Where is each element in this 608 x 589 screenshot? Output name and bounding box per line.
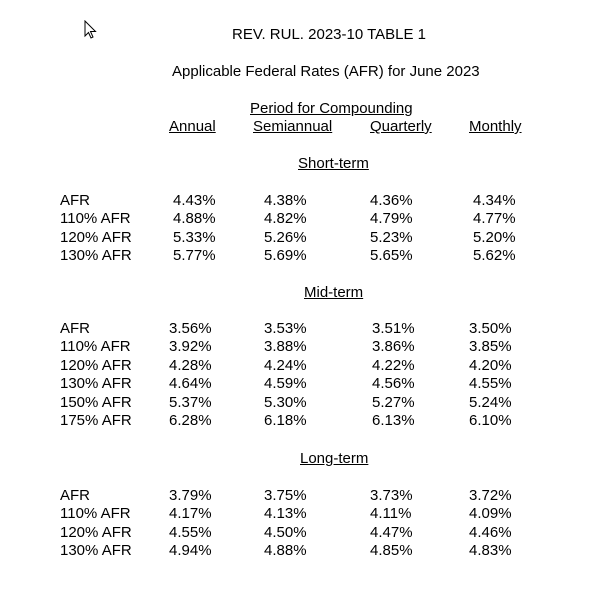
rate-cell: 3.85% bbox=[469, 338, 512, 356]
rate-cell: 4.88% bbox=[264, 542, 307, 560]
row-label: 120% AFR bbox=[60, 228, 132, 246]
row-label: 130% AFR bbox=[60, 247, 132, 265]
rate-cell: 4.79% bbox=[370, 210, 413, 228]
section-header-short-term: Short-term bbox=[298, 155, 369, 172]
rate-cell: 4.83% bbox=[469, 542, 512, 560]
rate-cell: 6.28% bbox=[169, 412, 212, 429]
row-label: 150% AFR bbox=[60, 393, 132, 411]
rate-cell: 5.69% bbox=[264, 247, 307, 265]
rate-cell: 4.82% bbox=[264, 210, 307, 228]
column-header-semiannual: Semiannual bbox=[253, 118, 333, 135]
rate-cell: 3.72% bbox=[469, 487, 512, 504]
rate-cell: 4.55% bbox=[169, 523, 212, 541]
table-title: REV. RUL. 2023-10 TABLE 1 bbox=[232, 26, 427, 43]
rate-cell: 4.36% bbox=[370, 192, 413, 209]
row-label: 130% AFR bbox=[60, 375, 132, 393]
rate-cell: 4.64% bbox=[169, 375, 212, 393]
rate-cell: 4.34% bbox=[473, 192, 516, 209]
rate-cell: 4.46% bbox=[469, 523, 512, 541]
rate-cell: 4.20% bbox=[469, 356, 512, 374]
row-label: 110% AFR bbox=[60, 210, 131, 228]
rate-cell: 4.38% bbox=[264, 192, 307, 209]
rate-cell: 4.50% bbox=[264, 523, 307, 541]
rate-cell: 4.22% bbox=[372, 356, 415, 374]
rate-cell: 5.26% bbox=[264, 228, 307, 246]
rate-cell: 4.56% bbox=[372, 375, 415, 393]
rate-cell: 3.79% bbox=[169, 487, 212, 504]
row-label: AFR bbox=[60, 320, 90, 337]
rate-cell: 4.77% bbox=[473, 210, 516, 228]
rate-cell: 5.27% bbox=[372, 393, 415, 411]
row-label: 175% AFR bbox=[60, 412, 132, 429]
rate-cell: 3.53% bbox=[264, 320, 307, 337]
rate-cell: 4.55% bbox=[469, 375, 512, 393]
rate-cell: 3.56% bbox=[169, 320, 212, 337]
rate-cell: 3.50% bbox=[469, 320, 512, 337]
rate-cell: 4.17% bbox=[169, 505, 212, 523]
row-label: 130% AFR bbox=[60, 542, 132, 560]
rate-cell: 4.43% bbox=[173, 192, 216, 209]
rate-cell: 4.11% bbox=[370, 505, 412, 523]
rate-cell: 5.62% bbox=[473, 247, 516, 265]
row-label: AFR bbox=[60, 192, 90, 209]
section-header-mid-term: Mid-term bbox=[304, 284, 364, 301]
row-label: 120% AFR bbox=[60, 523, 132, 541]
rate-cell: 3.73% bbox=[370, 487, 413, 504]
rate-cell: 4.94% bbox=[169, 542, 212, 560]
rate-cell: 4.88% bbox=[173, 210, 216, 228]
rate-cell: 6.10% bbox=[469, 412, 512, 429]
rate-cell: 4.85% bbox=[370, 542, 413, 560]
column-header-monthly: Monthly bbox=[469, 118, 522, 135]
rate-cell: 5.77% bbox=[173, 247, 216, 265]
rate-cell: 5.37% bbox=[169, 393, 212, 411]
rate-cell: 4.59% bbox=[264, 375, 307, 393]
column-header-quarterly: Quarterly bbox=[370, 118, 432, 135]
rate-cell: 3.75% bbox=[264, 487, 307, 504]
column-header-annual: Annual bbox=[169, 118, 216, 135]
rate-cell: 3.92% bbox=[169, 338, 212, 356]
period-header: Period for Compounding bbox=[250, 100, 413, 117]
rate-cell: 6.13% bbox=[372, 412, 415, 429]
row-label: 110% AFR bbox=[60, 338, 131, 356]
rate-cell: 3.51% bbox=[372, 320, 415, 337]
rate-cell: 4.09% bbox=[469, 505, 512, 523]
row-label: AFR bbox=[60, 487, 90, 504]
table-subtitle: Applicable Federal Rates (AFR) for June … bbox=[172, 63, 480, 80]
rate-cell: 5.65% bbox=[370, 247, 413, 265]
rate-cell: 4.47% bbox=[370, 523, 413, 541]
rate-cell: 5.24% bbox=[469, 393, 512, 411]
rate-cell: 6.18% bbox=[264, 412, 307, 429]
row-label: 120% AFR bbox=[60, 356, 132, 374]
rate-cell: 4.24% bbox=[264, 356, 307, 374]
row-label: 110% AFR bbox=[60, 505, 131, 523]
rate-cell: 4.28% bbox=[169, 356, 212, 374]
rate-cell: 3.86% bbox=[372, 338, 415, 356]
rate-cell: 5.30% bbox=[264, 393, 307, 411]
rate-cell: 5.20% bbox=[473, 228, 516, 246]
rate-cell: 5.33% bbox=[173, 228, 216, 246]
rate-cell: 4.13% bbox=[264, 505, 307, 523]
rate-cell: 5.23% bbox=[370, 228, 413, 246]
rate-cell: 3.88% bbox=[264, 338, 307, 356]
mouse-cursor-icon bbox=[84, 20, 97, 39]
section-header-long-term: Long-term bbox=[300, 450, 369, 467]
